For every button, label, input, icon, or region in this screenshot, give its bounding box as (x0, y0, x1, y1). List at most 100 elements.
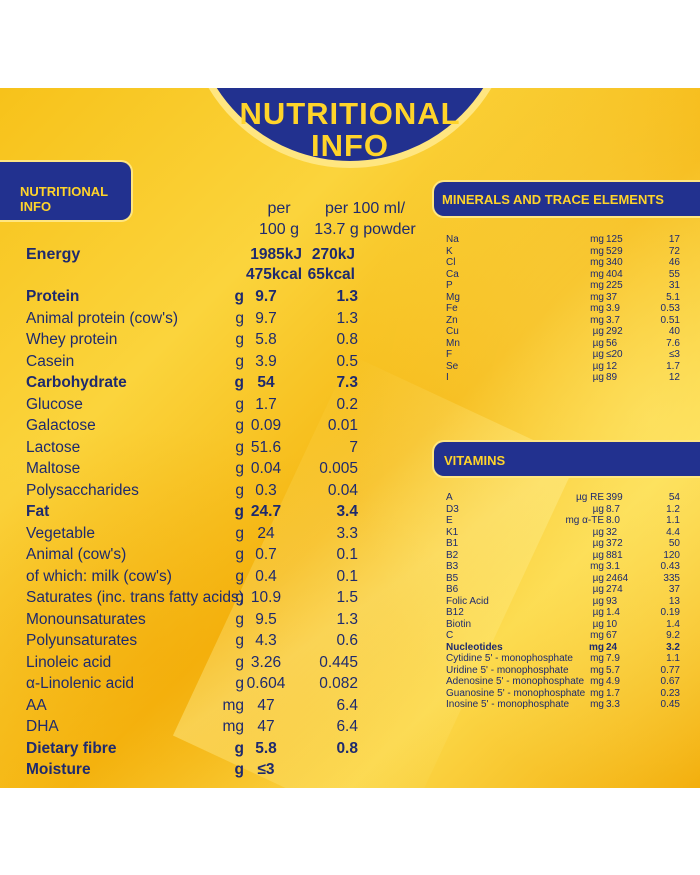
row-name: Se (446, 360, 459, 372)
row-name: Lactose (26, 438, 81, 456)
row-value-1: 10 (606, 618, 618, 630)
vitamin-row: Adenosine 5' - monophosphate mg 4.9 0.67 (446, 676, 684, 688)
header-line-2: 13.7 g powder (314, 221, 416, 238)
row-unit: mg (590, 303, 604, 314)
row-unit: g (235, 395, 244, 413)
row-value-2: 6.4 (336, 696, 358, 714)
row-unit: mg (590, 664, 604, 676)
row-value-1: 5.7 (606, 664, 620, 676)
row-value-2: 1.3 (336, 309, 358, 327)
row-value-1: 56 (606, 337, 618, 349)
row-name: Polysaccharides (26, 481, 139, 499)
header-line-2: 100 g (258, 221, 300, 238)
vitamin-row: D3 µg 8.7 1.2 (446, 504, 684, 516)
row-value-1: 292 (606, 326, 623, 337)
row-value-1: 89 (606, 372, 618, 383)
row-value-2: 50 (668, 538, 680, 549)
row-value-2: 1.4 (666, 618, 680, 630)
row-name: K (446, 245, 453, 257)
row-value-1: 51.6 (250, 438, 282, 456)
nutrient-row: AA mg 47 6.4 (0, 697, 430, 718)
page-title: NUTRITIONAL INFO (185, 98, 515, 162)
row-unit: µg (592, 584, 604, 595)
row-value-1: 0.3 (255, 481, 277, 499)
nutrient-row: Glucose g 1.7 0.2 (0, 396, 430, 417)
row-value-1: 274 (606, 584, 623, 595)
row-name: Cl (446, 257, 456, 268)
row-unit: g (234, 374, 244, 391)
row-value-2: 120 (663, 549, 680, 561)
mineral-row: Na mg 125 17 (446, 234, 684, 246)
row-value-2: 13 (668, 595, 680, 607)
row-unit: mg (590, 291, 604, 303)
row-value-1: 340 (606, 257, 623, 268)
row-value-2: 0.1 (336, 567, 358, 585)
title-line-2: INFO (310, 128, 390, 163)
row-name: B1 (446, 538, 459, 549)
row-unit: µg RE (576, 492, 604, 503)
row-unit: g (234, 761, 244, 778)
row-unit: mg (590, 268, 604, 280)
row-value-2: 12 (668, 372, 680, 383)
nutrient-row: DHA mg 47 6.4 (0, 718, 430, 739)
row-value-2: 37 (668, 584, 680, 595)
row-name: Fat (26, 503, 50, 520)
row-name: Zn (446, 314, 458, 326)
row-unit: µg (592, 337, 604, 349)
row-value-1: 0.7 (255, 546, 277, 563)
row-value-2: 3.2 (666, 641, 680, 653)
mineral-row: Ca mg 404 55 (446, 269, 684, 281)
row-name: B6 (446, 584, 459, 595)
row-unit: mg (590, 676, 604, 687)
nutrient-row: α-Linolenic acid g 0.604 0.082 (0, 675, 430, 696)
row-value-1: 12 (606, 360, 618, 372)
row-value-1: 3.7 (606, 314, 620, 326)
row-value-1: 1.4 (606, 607, 620, 618)
vitamin-row: Folic Acid µg 93 13 (446, 596, 684, 608)
nutrient-row: Dietary fibre g 5.8 0.8 (0, 740, 430, 761)
row-name: of which: milk (cow's) (26, 567, 172, 585)
vitamin-row: B12 µg 1.4 0.19 (446, 607, 684, 619)
row-value-1: 881 (606, 549, 623, 561)
nutrient-row: Moisture g ≤3 (0, 761, 430, 782)
row-value-2: 0.67 (660, 676, 680, 687)
row-value-2: 0.5 (336, 352, 358, 370)
nutrient-row: Linoleic acid g 3.26 0.445 (0, 654, 430, 675)
row-name: D3 (446, 503, 459, 515)
title-line-1: NUTRITIONAL (239, 96, 461, 131)
row-value-2: 0.8 (336, 331, 358, 348)
row-unit: µg (592, 349, 604, 360)
nutrient-row: Protein g 9.7 1.3 (0, 288, 430, 309)
nutrient-row: Polysaccharides g 0.3 0.04 (0, 482, 430, 503)
row-unit: mg (590, 314, 604, 326)
row-unit: mg (590, 653, 604, 664)
nutrient-row: Whey protein g 5.8 0.8 (0, 331, 430, 352)
nutrient-row: Lactose g 51.6 7 (0, 439, 430, 460)
row-value-1: 404 (606, 268, 623, 280)
row-value-2: 335 (663, 572, 680, 584)
vitamin-row: B3 mg 3.1 0.43 (446, 561, 684, 573)
row-value-2: 0.2 (336, 395, 358, 413)
row-unit: g (235, 438, 244, 456)
row-unit: mg (590, 561, 604, 572)
row-name: Galactose (26, 417, 96, 434)
row-value-2: 3.3 (336, 524, 358, 542)
row-unit: mg (590, 234, 604, 245)
nutrient-row: Fat g 24.7 3.4 (0, 503, 430, 524)
row-value-1: 399 (606, 492, 623, 503)
row-name: Fe (446, 303, 458, 314)
row-unit: µg (592, 618, 604, 630)
row-name: Linoleic acid (26, 653, 112, 671)
row-unit: µg (592, 326, 604, 337)
row-unit: mg (590, 245, 604, 257)
row-unit: g (235, 417, 244, 434)
row-name: Vegetable (26, 524, 95, 542)
row-unit: mg (222, 696, 244, 714)
row-unit: mg (590, 257, 604, 268)
row-unit: g (235, 352, 244, 370)
row-value-2: 1.1 (666, 653, 680, 664)
row-value-1: 9.7 (255, 309, 277, 327)
